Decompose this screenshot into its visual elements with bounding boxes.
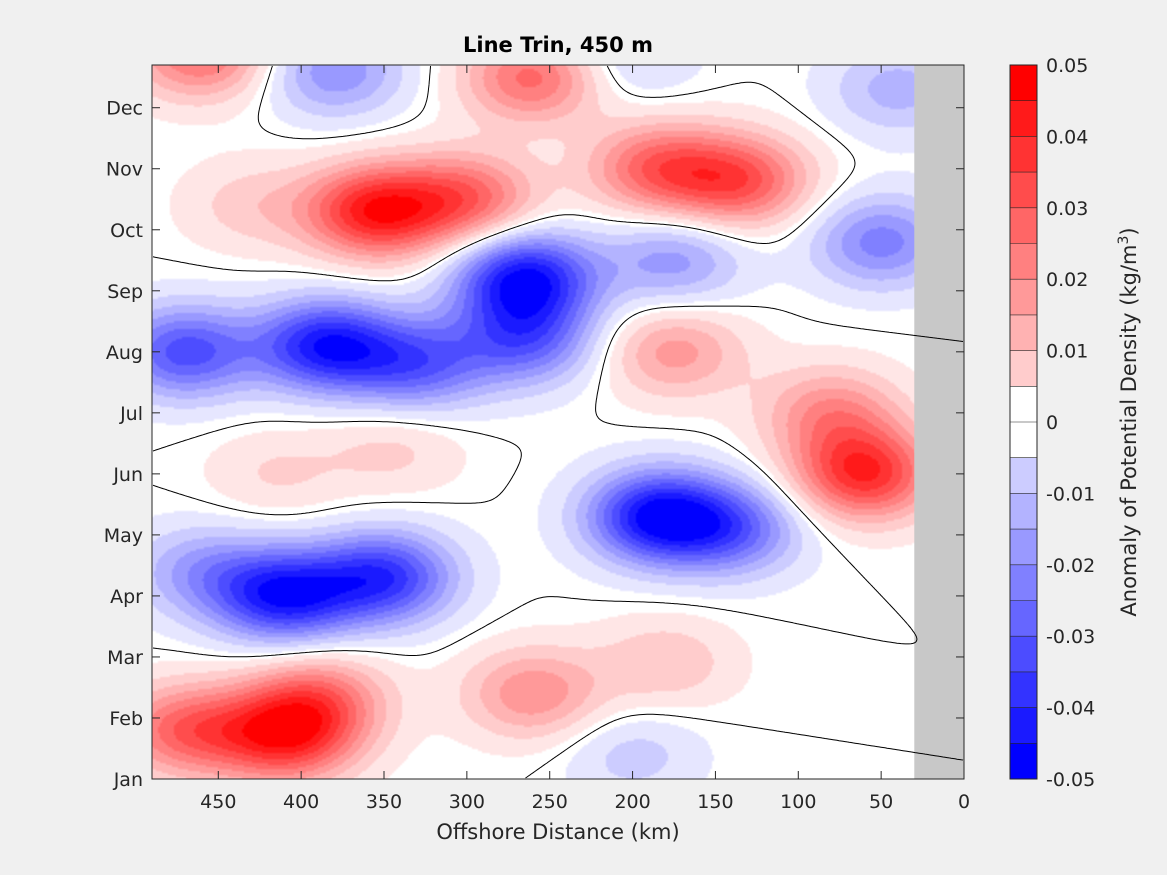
y-tick-label: Sep [107, 281, 143, 303]
colorbar-bands [1010, 64, 1037, 780]
y-tick-label: Dec [106, 98, 143, 120]
colorbar-band [1010, 207, 1037, 244]
colorbar-tick-label: -0.05 [1046, 769, 1095, 791]
colorbar-tick-label: 0.02 [1046, 269, 1088, 291]
colorbar-tick-label: 0.03 [1046, 198, 1088, 220]
x-tick-label: 50 [869, 791, 893, 813]
colorbar-ticks: 0.05 0.04 0.03 0.02 0.01 0 -0.01 -0.02 -0.03 -0.0… [1046, 55, 1095, 791]
colorbar-band [1010, 600, 1037, 637]
colorbar-label: Anomaly of Potential Density (kg/m3) [1116, 227, 1141, 616]
colorbar-tick-label: -0.03 [1046, 626, 1095, 648]
x-tick-label: 200 [614, 791, 650, 813]
colorbar: 0.05 0.04 0.03 0.02 0.01 0 -0.01 -0.02 -0.03 -0.0… [1009, 55, 1141, 791]
x-tick-label: 350 [366, 791, 402, 813]
colorbar-band [1010, 707, 1037, 744]
zero-contour [152, 65, 964, 779]
y-tick-label: Jun [112, 464, 143, 486]
colorbar-band [1010, 100, 1037, 137]
y-tick-label: May [104, 525, 143, 547]
x-axis: 450 400 350 300 250 200 150 100 50 0 [200, 65, 970, 813]
colorbar-band [1010, 172, 1037, 209]
colorbar-tick-label: 0 [1046, 412, 1058, 434]
colorbar-tick-label: -0.02 [1046, 555, 1095, 577]
colorbar-tick-label: 0.01 [1046, 341, 1088, 363]
y-axis: Jan Feb Mar Apr May Jun Jul Aug Sep Oct Nov Dec [104, 98, 964, 791]
colorbar-band [1010, 279, 1037, 316]
heatmap-field [152, 65, 964, 779]
colorbar-band [1010, 493, 1037, 530]
colorbar-frame [1009, 64, 1038, 780]
colorbar-band [1010, 671, 1037, 709]
colorbar-tick-label: -0.01 [1046, 483, 1095, 505]
colorbar-band [1010, 457, 1037, 494]
x-tick-label: 250 [532, 791, 568, 813]
colorbar-band [1010, 422, 1037, 459]
colorbar-band [1010, 636, 1037, 673]
x-axis-label: Offshore Distance (km) [436, 820, 679, 844]
y-tick-label: Nov [106, 159, 143, 181]
x-tick-label: 300 [449, 791, 485, 813]
colorbar-band [1010, 564, 1037, 601]
colorbar-tick-label: 0.05 [1046, 55, 1088, 77]
x-tick-label: 450 [200, 791, 236, 813]
y-tick-label: Aug [106, 342, 143, 364]
colorbar-band [1010, 136, 1037, 173]
axes-frame [151, 64, 965, 780]
x-tick-label: 150 [697, 791, 733, 813]
y-tick-label: Apr [110, 586, 143, 608]
colorbar-band [1010, 386, 1037, 423]
colorbar-label-superscript: 3 [1116, 236, 1132, 245]
x-tick-label: 0 [958, 791, 970, 813]
y-tick-label: Oct [110, 220, 143, 242]
y-tick-label: Jul [119, 403, 143, 425]
y-tick-label: Mar [107, 647, 143, 669]
colorbar-band [1010, 243, 1037, 280]
colorbar-band [1010, 65, 1037, 102]
colorbar-tick-label: -0.04 [1046, 698, 1095, 720]
masked-region [914, 65, 964, 779]
x-tick-label: 400 [283, 791, 319, 813]
colorbar-band [1010, 350, 1037, 387]
heatmap-image [152, 65, 964, 779]
colorbar-band [1010, 529, 1037, 566]
colorbar-band [1010, 743, 1037, 780]
x-tick-label: 100 [780, 791, 816, 813]
chart-title: Line Trin, 450 m [463, 33, 653, 57]
colorbar-tick-label: 0.04 [1046, 126, 1088, 148]
colorbar-band [1010, 314, 1037, 352]
y-tick-label: Feb [109, 708, 143, 730]
y-tick-label: Jan [113, 769, 143, 791]
